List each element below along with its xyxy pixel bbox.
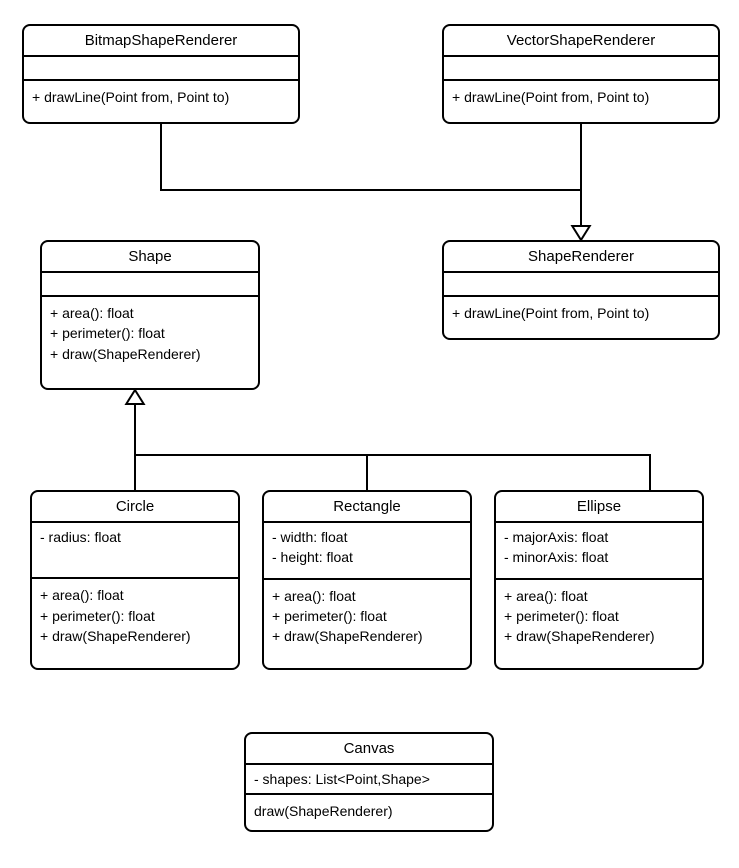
method: + area(): float <box>40 585 230 605</box>
method: draw(ShapeRenderer) <box>254 801 484 821</box>
method: + draw(ShapeRenderer) <box>50 344 250 364</box>
method: + perimeter(): float <box>40 606 230 626</box>
attribute: - radius: float <box>40 527 230 547</box>
class-methods: draw(ShapeRenderer) <box>246 795 492 827</box>
method: + area(): float <box>504 586 694 606</box>
class-rectangle: Rectangle - width: float - height: float… <box>262 490 472 670</box>
attribute: - shapes: List<Point,Shape> <box>254 769 484 789</box>
method: + area(): float <box>50 303 250 323</box>
class-title: VectorShapeRenderer <box>444 26 718 57</box>
class-methods: + area(): float + perimeter(): float + d… <box>496 580 702 653</box>
class-methods: + area(): float + perimeter(): float + d… <box>42 297 258 370</box>
class-canvas: Canvas - shapes: List<Point,Shape> draw(… <box>244 732 494 832</box>
class-attributes <box>444 57 718 81</box>
class-shape: Shape + area(): float + perimeter(): flo… <box>40 240 260 390</box>
method: + drawLine(Point from, Point to) <box>32 87 290 107</box>
attribute: - majorAxis: float <box>504 527 694 547</box>
class-attributes <box>24 57 298 81</box>
class-ellipse: Ellipse - majorAxis: float - minorAxis: … <box>494 490 704 670</box>
class-title: Canvas <box>246 734 492 765</box>
class-attributes: - radius: float <box>32 523 238 579</box>
class-title: Circle <box>32 492 238 523</box>
method: + drawLine(Point from, Point to) <box>452 87 710 107</box>
class-methods: + drawLine(Point from, Point to) <box>24 81 298 113</box>
method: + drawLine(Point from, Point to) <box>452 303 710 323</box>
class-vector-shape-renderer: VectorShapeRenderer + drawLine(Point fro… <box>442 24 720 124</box>
class-title: Ellipse <box>496 492 702 523</box>
class-attributes: - shapes: List<Point,Shape> <box>246 765 492 795</box>
class-title: Shape <box>42 242 258 273</box>
class-attributes <box>42 273 258 297</box>
method: + draw(ShapeRenderer) <box>40 626 230 646</box>
attribute: - height: float <box>272 547 462 567</box>
class-attributes: - majorAxis: float - minorAxis: float <box>496 523 702 580</box>
class-title: BitmapShapeRenderer <box>24 26 298 57</box>
method: + perimeter(): float <box>272 606 462 626</box>
class-methods: + drawLine(Point from, Point to) <box>444 297 718 329</box>
class-attributes: - width: float - height: float <box>264 523 470 580</box>
method: + draw(ShapeRenderer) <box>272 626 462 646</box>
attribute: - width: float <box>272 527 462 547</box>
class-shape-renderer: ShapeRenderer + drawLine(Point from, Poi… <box>442 240 720 340</box>
class-title: ShapeRenderer <box>444 242 718 273</box>
class-methods: + drawLine(Point from, Point to) <box>444 81 718 113</box>
attribute: - minorAxis: float <box>504 547 694 567</box>
class-attributes <box>444 273 718 297</box>
class-title: Rectangle <box>264 492 470 523</box>
class-bitmap-shape-renderer: BitmapShapeRenderer + drawLine(Point fro… <box>22 24 300 124</box>
class-methods: + area(): float + perimeter(): float + d… <box>32 579 238 652</box>
method: + perimeter(): float <box>50 323 250 343</box>
class-circle: Circle - radius: float + area(): float +… <box>30 490 240 670</box>
method: + perimeter(): float <box>504 606 694 626</box>
method: + draw(ShapeRenderer) <box>504 626 694 646</box>
method: + area(): float <box>272 586 462 606</box>
class-methods: + area(): float + perimeter(): float + d… <box>264 580 470 653</box>
